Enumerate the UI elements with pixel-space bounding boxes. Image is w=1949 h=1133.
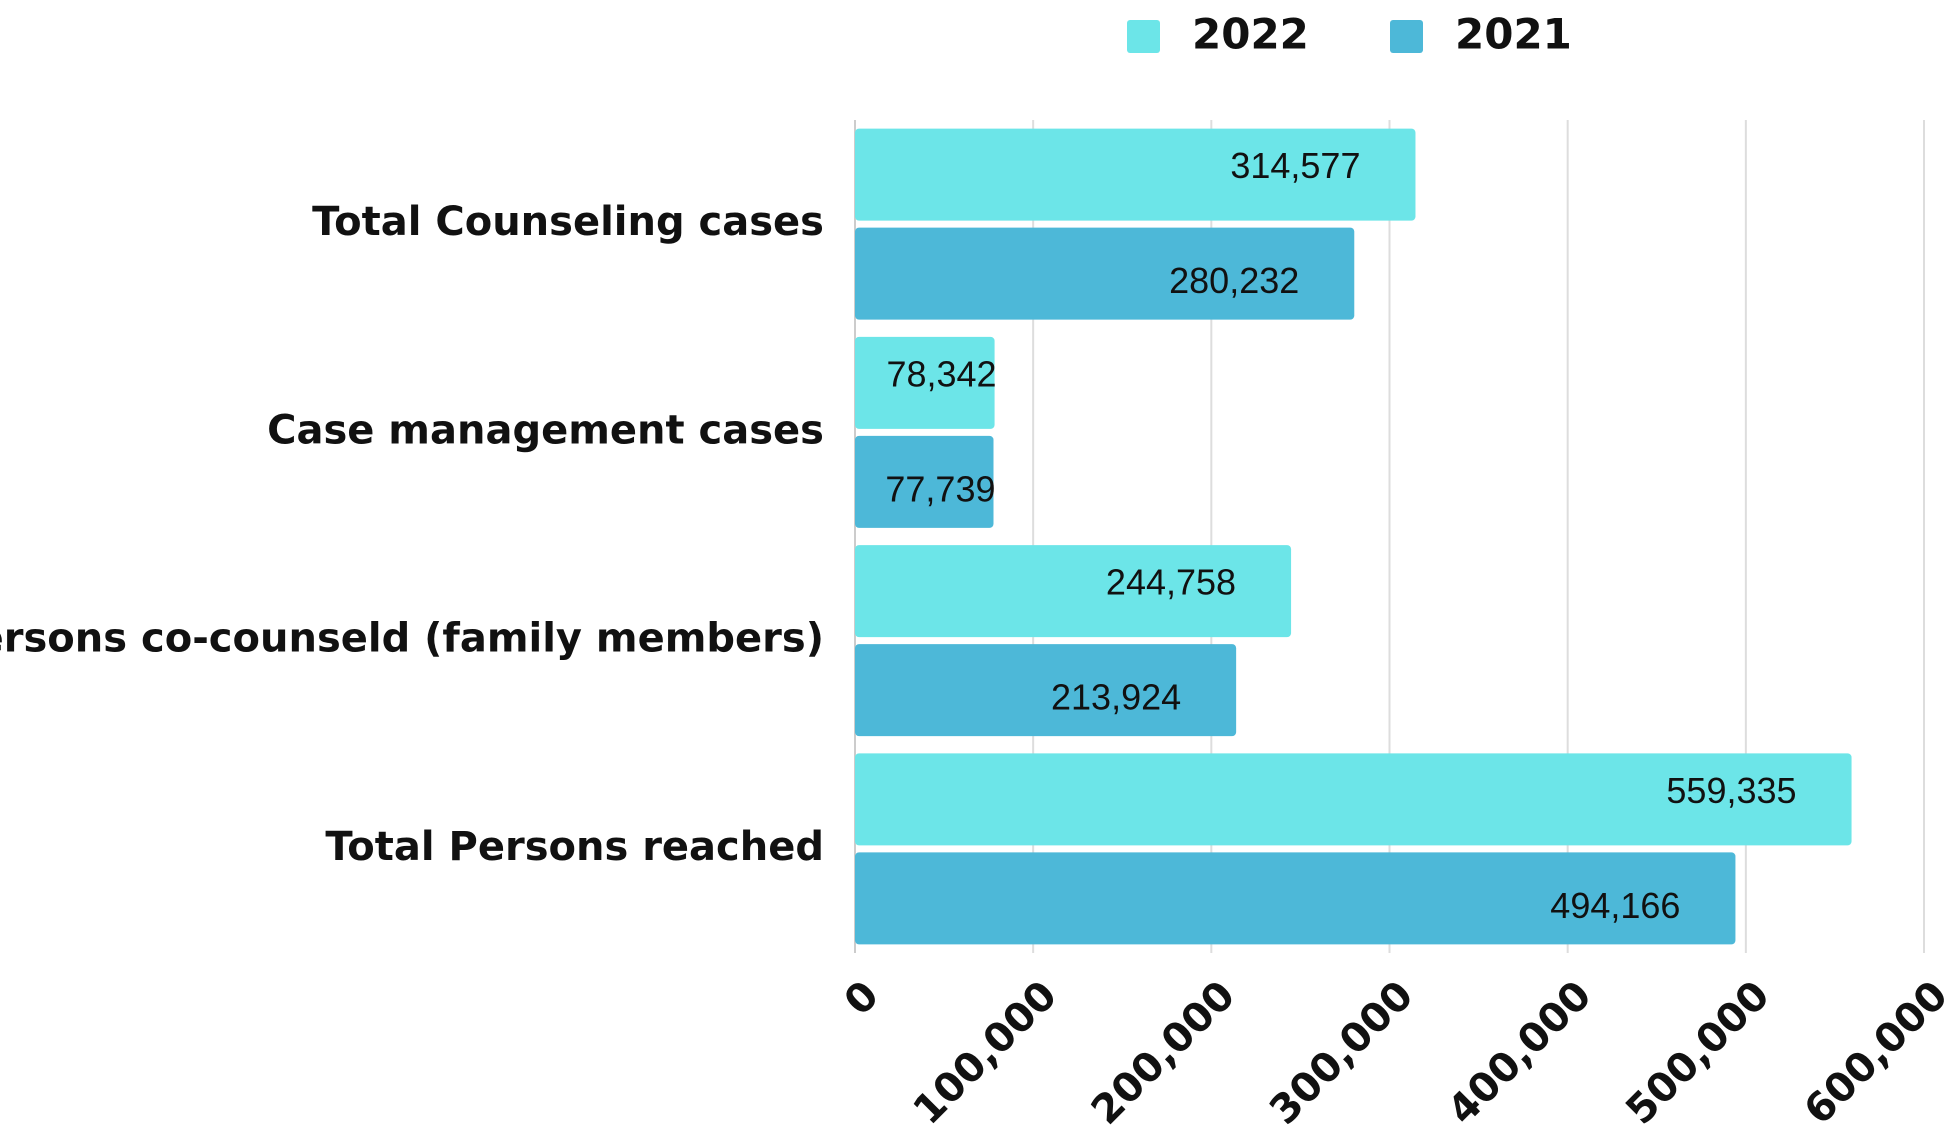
value-label: 213,924 bbox=[1051, 677, 1181, 718]
bar bbox=[855, 753, 1852, 846]
value-label: 77,739 bbox=[885, 468, 995, 509]
legend-label: 2021 bbox=[1455, 10, 1572, 59]
value-label: 280,232 bbox=[1169, 260, 1299, 301]
category-label: Case management cases bbox=[267, 407, 824, 453]
value-label: 244,758 bbox=[1106, 562, 1236, 603]
x-tick-label: 200,000 bbox=[1083, 972, 1244, 1133]
value-label: 314,577 bbox=[1230, 145, 1360, 186]
bar bbox=[855, 336, 995, 429]
bar bbox=[855, 227, 1355, 320]
x-tick-label: 300,000 bbox=[1261, 972, 1422, 1133]
x-tick-label: 500,000 bbox=[1617, 972, 1778, 1133]
bar bbox=[855, 435, 994, 528]
bar bbox=[855, 128, 1416, 221]
x-tick-label: 0 bbox=[836, 972, 888, 1024]
bar bbox=[855, 852, 1736, 945]
value-label: 494,166 bbox=[1550, 885, 1680, 926]
category-label: Total Counseling cases bbox=[312, 199, 824, 245]
x-tick-label: 100,000 bbox=[905, 972, 1066, 1133]
x-tick-label: 600,000 bbox=[1795, 972, 1949, 1133]
category-label: Persons co-counseld (family members) bbox=[0, 616, 824, 662]
value-label: 78,342 bbox=[886, 353, 996, 394]
x-tick-label: 400,000 bbox=[1439, 972, 1600, 1133]
legend-label: 2022 bbox=[1192, 10, 1309, 59]
bar bbox=[855, 644, 1237, 737]
legend-swatch bbox=[1390, 20, 1423, 53]
category-label: Total Persons reached bbox=[325, 824, 824, 870]
value-label: 559,335 bbox=[1666, 770, 1796, 811]
legend-swatch bbox=[1127, 20, 1160, 53]
bar bbox=[855, 545, 1292, 638]
